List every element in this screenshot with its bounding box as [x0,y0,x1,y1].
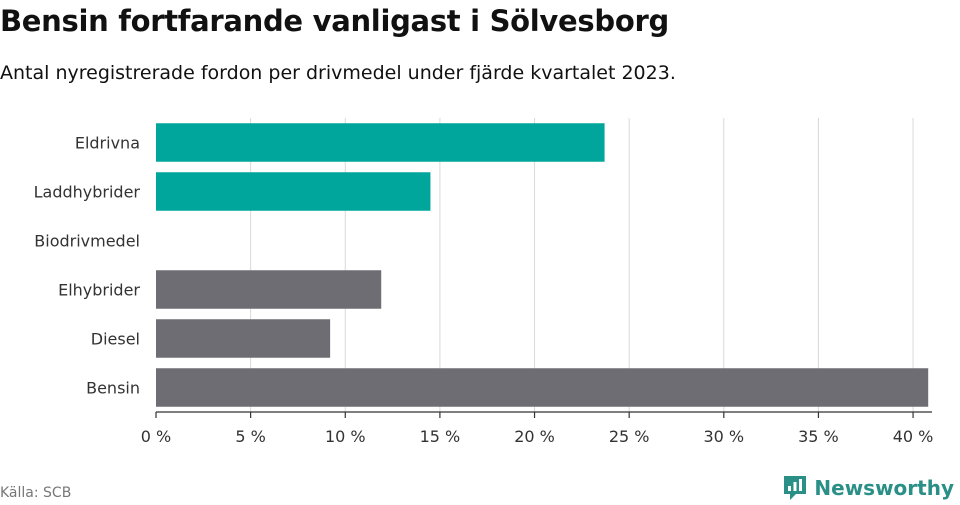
bar [156,270,382,309]
category-label: Biodrivmedel [34,232,140,251]
brand-logo: Newsworthy [782,474,954,502]
category-label: Bensin [86,379,140,398]
bar [156,319,331,358]
brand-name: Newsworthy [814,476,954,500]
x-tick-label: 15 % [420,427,461,446]
source-note: Källa: SCB [0,485,72,501]
category-label: Laddhybrider [34,183,141,202]
x-tick-label: 10 % [325,427,366,446]
category-label: Elhybrider [58,281,140,300]
chart-title: Bensin fortfarande vanligast i Sölvesbor… [0,4,669,38]
x-tick-label: 20 % [514,427,555,446]
x-tick-label: 30 % [703,427,744,446]
x-tick-label: 5 % [235,427,265,446]
x-tick-label: 40 % [893,427,934,446]
category-label: Eldrivna [75,134,140,153]
x-tick-label: 25 % [609,427,650,446]
bar [156,368,929,407]
x-tick-label: 0 % [141,427,171,446]
category-label: Diesel [91,330,140,349]
x-tick-label: 35 % [798,427,839,446]
newsworthy-icon [784,476,807,500]
bar [156,172,431,211]
bar-chart: Eldrivna Laddhybrider Biodrivmedel Elhybrid… [34,118,934,446]
bar [156,123,605,162]
chart-subtitle: Antal nyregistrerade fordon per drivmede… [0,62,676,84]
